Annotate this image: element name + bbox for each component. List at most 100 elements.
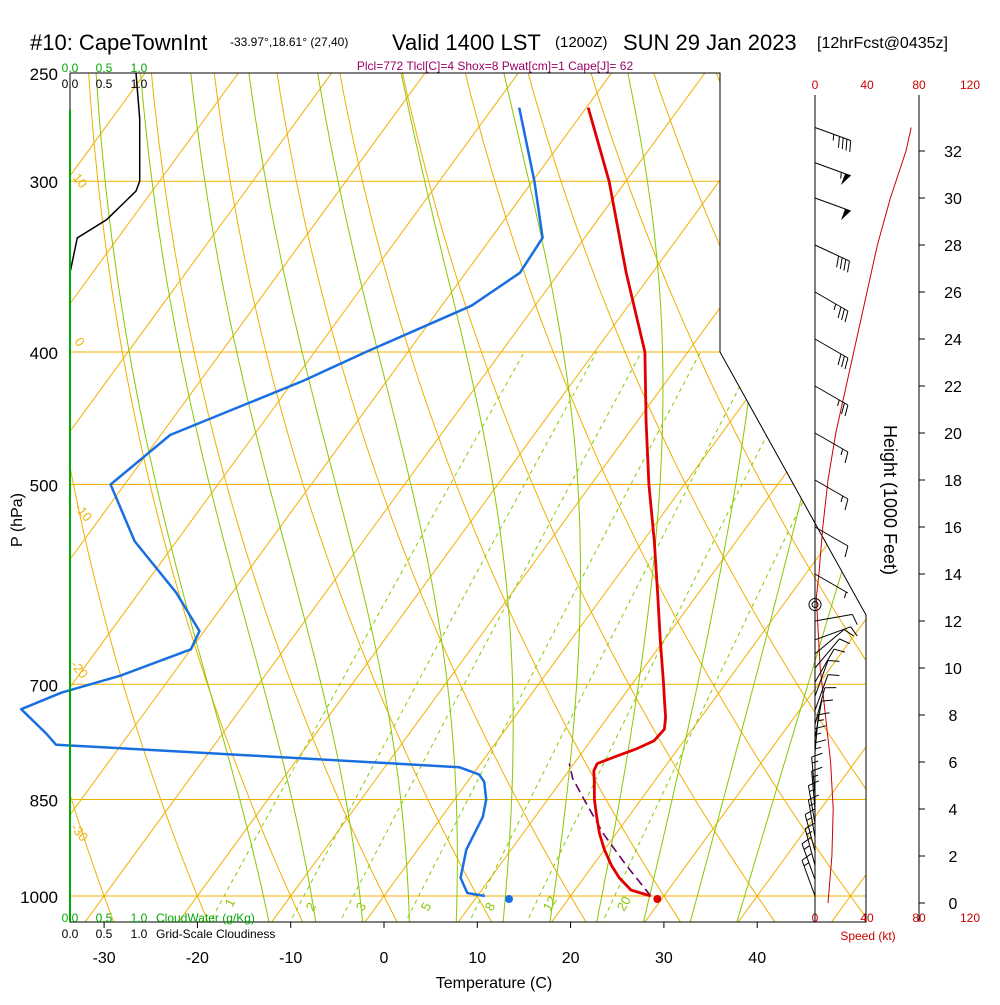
height-tick-label: 32 <box>944 144 962 161</box>
wind-barb-shaft <box>815 245 849 261</box>
cloudwater-top-scale-label: 0.0 <box>62 61 79 75</box>
wind-barb <box>815 675 839 711</box>
wind-barb-feather <box>845 358 848 369</box>
chart-title-zulu: (1200Z) <box>555 34 608 51</box>
mixing-ratio-line <box>209 352 525 925</box>
dry-adiabat-label: -30 <box>68 820 92 844</box>
wind-barb-feather <box>845 452 848 463</box>
dry-adiabat-label: -20 <box>68 657 92 681</box>
isotherm-line <box>825 49 1000 931</box>
wind-barb-feather <box>852 614 857 624</box>
speed-legend-label: Speed (kt) <box>840 929 895 943</box>
wind-barb-half-feather <box>841 449 843 455</box>
wind-barb <box>815 660 839 696</box>
temperature-tick-label: 30 <box>655 950 673 967</box>
wind-barb-feather <box>802 837 811 844</box>
wind-barb-half-feather <box>841 172 842 178</box>
plot-border <box>70 73 866 922</box>
wind-barb <box>815 245 849 272</box>
wind-barb-feather <box>838 136 839 147</box>
pressure-tick-label: 700 <box>30 676 58 695</box>
wind-barb-shaft <box>815 627 851 640</box>
chart-title-location: -33.97°,18.61° (27,40) <box>230 35 348 49</box>
moist-adiabat-line <box>314 49 458 925</box>
moist-adiabat-line <box>95 49 270 925</box>
speed-top-scale-label: 80 <box>912 78 926 92</box>
wind-barb-feather <box>828 660 839 661</box>
moist-adiabat-label: 20 <box>782 451 813 482</box>
surface-dewpoint-marker <box>505 895 513 903</box>
temperature-tick-label: 20 <box>562 950 580 967</box>
pressure-tick-label: 400 <box>30 344 58 363</box>
x-axis-label: Temperature (C) <box>436 975 552 992</box>
dry-adiabat-label: 10 <box>70 170 91 191</box>
height-tick-label: 28 <box>944 238 962 255</box>
height-tick-label: 30 <box>944 191 962 208</box>
mixing-ratio-label: 5 <box>418 900 435 914</box>
speed-top-scale-label: 40 <box>860 78 874 92</box>
moist-adiabat-label: 0 <box>716 231 737 253</box>
cloudwater-bottom-scale-label: 0.5 <box>96 911 113 925</box>
cloudiness-top-scale-label: 0.5 <box>96 77 113 91</box>
wind-barb-feather <box>845 499 848 510</box>
wind-barb-feather <box>842 138 843 149</box>
plot-frame <box>70 73 866 922</box>
wind-barb-shaft <box>815 527 848 546</box>
wind-barb <box>815 614 857 624</box>
dry-adiabat-line <box>0 49 22 931</box>
moist-adiabat-line <box>596 49 663 925</box>
chart-header: #10: CapeTownInt -33.97°,18.61° (27,40) … <box>30 30 948 73</box>
wind-barb-half-feather <box>838 400 840 406</box>
wind-barb-shaft <box>815 292 848 311</box>
height-tick-label: 14 <box>944 567 962 584</box>
height-tick-label: 20 <box>944 426 962 443</box>
wind-barb-feather <box>840 258 842 269</box>
wind-barb-shaft <box>815 649 834 682</box>
speed-top-scale-label: 120 <box>960 78 980 92</box>
wind-barb-shaft <box>815 386 848 405</box>
pressure-tick-label: 300 <box>30 173 58 192</box>
chart-title-station: #10: CapeTownInt <box>30 30 207 55</box>
dry-adiabat-label: -10 <box>72 500 96 524</box>
speed-bottom-scale-label: 120 <box>960 911 980 925</box>
cloudwater-bottom-scale-label: 1.0 <box>131 911 148 925</box>
wind-barb-feather <box>842 356 845 367</box>
cloudiness-bottom-scale-label: 1.0 <box>131 927 148 941</box>
wind-barb-half-feather <box>833 134 834 140</box>
height-tick-label: 10 <box>944 661 962 678</box>
y2-axis-label: Height (1000 Feet) <box>880 425 900 575</box>
chart-title-forecast: [12hrFcst@0435z] <box>817 35 948 52</box>
wind-barb <box>815 740 826 781</box>
chart-title-valid: Valid 1400 LST <box>392 30 541 55</box>
pressure-tick-label: 250 <box>30 65 58 84</box>
pressure-tick-label: 1000 <box>20 888 58 907</box>
wind-barb-feather <box>837 256 839 267</box>
mixing-ratio-line <box>525 352 809 925</box>
wind-barb-pennant <box>841 174 851 185</box>
dewpoint-profile-line <box>21 108 542 896</box>
cloudiness-top-scale-label: 0.0 <box>62 77 79 91</box>
height-tick-label: 22 <box>944 379 962 396</box>
moist-adiabat-line <box>689 49 887 925</box>
speed-bottom-scale-label: 40 <box>860 911 874 925</box>
chart-parameters: Plcl=772 Tlcl[C]=4 Shox=8 Pwat[cm]=1 Cap… <box>357 59 634 73</box>
cloudiness-bottom-scale-label: 0.0 <box>62 927 79 941</box>
wind-barb-feather <box>850 140 851 151</box>
cloudiness-legend-label: Grid-Scale Cloudiness <box>156 927 275 941</box>
wind-barb-feather <box>828 675 839 676</box>
wind-barb-shaft <box>815 614 852 621</box>
height-tick-label: 2 <box>949 849 958 866</box>
wind-barb-feather <box>844 629 853 635</box>
cloudwater-top-scale-label: 1.0 <box>131 61 148 75</box>
moist-adiabat-label: 10 <box>737 363 768 394</box>
wind-barb-feather <box>838 354 841 365</box>
height-tick-label: 4 <box>949 802 958 819</box>
height-tick-label: 26 <box>944 285 962 302</box>
dry-adiabat-line <box>956 49 1000 931</box>
temperature-tick-label: 40 <box>748 950 766 967</box>
cloudiness-bottom-scale-label: 0.5 <box>96 927 113 941</box>
temperature-tick-label: -20 <box>186 950 209 967</box>
